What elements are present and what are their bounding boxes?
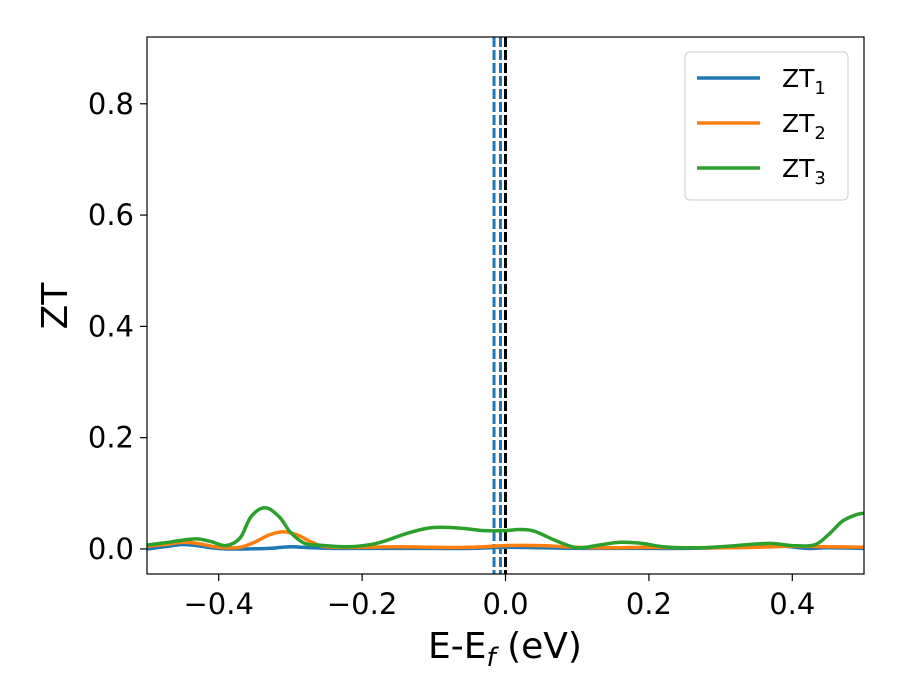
series-lines bbox=[147, 506, 864, 551]
y-tick-label: 0.6 bbox=[88, 198, 134, 232]
legend-label-main: ZT bbox=[782, 154, 815, 183]
y-tick-label: 0.8 bbox=[88, 87, 134, 121]
legend-label-sub: 2 bbox=[814, 123, 825, 144]
y-axis: 0.0 0.2 0.4 0.6 0.8 bbox=[88, 87, 147, 566]
y-tick-label: 0.2 bbox=[88, 421, 134, 455]
reference-lines bbox=[492, 37, 507, 574]
legend-label-main: ZT bbox=[782, 64, 815, 93]
x-tick-label: 0.4 bbox=[769, 587, 815, 621]
series-line-3 bbox=[147, 506, 864, 550]
plot-area bbox=[146, 36, 865, 575]
legend-label-main: ZT bbox=[782, 109, 815, 138]
legend-label-2: ZT2 bbox=[782, 109, 826, 144]
x-tick-label: −0.2 bbox=[327, 587, 397, 621]
legend-label-sub: 3 bbox=[814, 168, 825, 189]
legend-label-3: ZT3 bbox=[782, 154, 826, 189]
legend-label-1: ZT1 bbox=[782, 64, 826, 99]
y-tick-label: 0.0 bbox=[88, 532, 134, 566]
y-tick-label: 0.4 bbox=[88, 309, 134, 343]
x-axis-title-main: E-E bbox=[428, 626, 486, 667]
x-tick-label: 0.0 bbox=[482, 587, 528, 621]
x-axis-title: E-Ef (eV) bbox=[428, 626, 582, 673]
x-tick-label: 0.2 bbox=[626, 587, 672, 621]
y-axis-title: ZT bbox=[35, 282, 76, 330]
x-axis: −0.4 −0.2 0.0 0.2 0.4 bbox=[183, 574, 815, 621]
legend-box bbox=[684, 51, 849, 201]
x-tick-label: −0.4 bbox=[183, 587, 253, 621]
legend-label-sub: 1 bbox=[814, 78, 825, 99]
x-axis-title-unit: (eV) bbox=[496, 626, 582, 667]
